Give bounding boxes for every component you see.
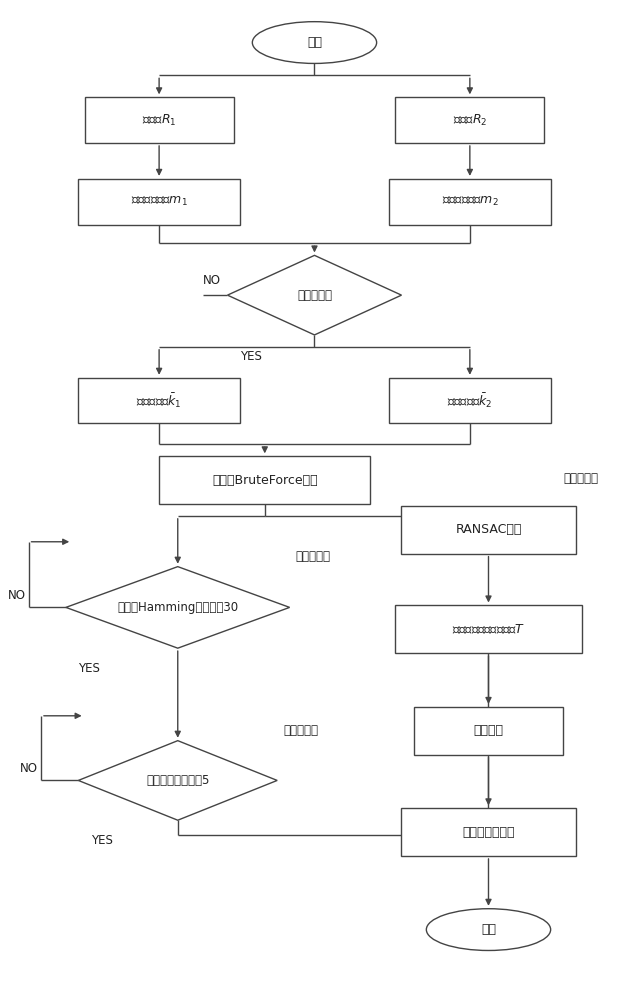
Text: 机器人$R_2$: 机器人$R_2$ [453,113,487,128]
Text: 结束: 结束 [481,923,496,936]
Polygon shape [227,255,401,335]
Text: 提取特征点$\bar{k}_2$: 提取特征点$\bar{k}_2$ [447,391,492,410]
Bar [85,97,234,143]
Text: 计算地图间的单应矩阵$T$: 计算地图间的单应矩阵$T$ [452,623,525,636]
Bar [159,456,371,504]
Text: 机器人$R_1$: 机器人$R_1$ [142,113,176,128]
Ellipse shape [426,909,551,950]
Ellipse shape [252,22,377,63]
Text: YES: YES [240,350,262,363]
Text: 第二步提纯: 第二步提纯 [283,724,318,737]
Bar [414,707,563,755]
Text: 融合的全局地图: 融合的全局地图 [462,826,515,839]
Bar [395,605,582,653]
Text: 是否灰度图: 是否灰度图 [297,289,332,302]
Text: 局部栅格地图$m_2$: 局部栅格地图$m_2$ [441,195,498,208]
Polygon shape [66,567,290,648]
Text: 特征点距离差大于5: 特征点距离差大于5 [146,774,210,787]
Text: NO: NO [203,274,221,287]
Polygon shape [78,741,277,820]
Text: 局部栅格地图$m_1$: 局部栅格地图$m_1$ [131,195,188,208]
Bar [401,506,575,554]
Text: 提取特征点$\bar{k}_1$: 提取特征点$\bar{k}_1$ [136,391,182,410]
Text: 地图融合: 地图融合 [474,724,504,737]
Bar [389,378,551,423]
Text: 第三步提纯: 第三步提纯 [563,472,598,485]
Text: 描述子Hamming距离大于30: 描述子Hamming距离大于30 [117,601,238,614]
Bar [78,179,240,225]
Bar [401,808,575,856]
Text: 开始: 开始 [307,36,322,49]
Text: RANSAC算法: RANSAC算法 [455,523,522,536]
Text: YES: YES [78,662,100,675]
Text: NO: NO [20,762,38,775]
Text: 特征点BruteForce匹配: 特征点BruteForce匹配 [212,474,318,487]
Bar [389,179,551,225]
Bar [395,97,544,143]
Text: 第一步提纯: 第一步提纯 [296,550,331,563]
Text: NO: NO [8,589,26,602]
Bar [78,378,240,423]
Text: YES: YES [91,834,112,847]
